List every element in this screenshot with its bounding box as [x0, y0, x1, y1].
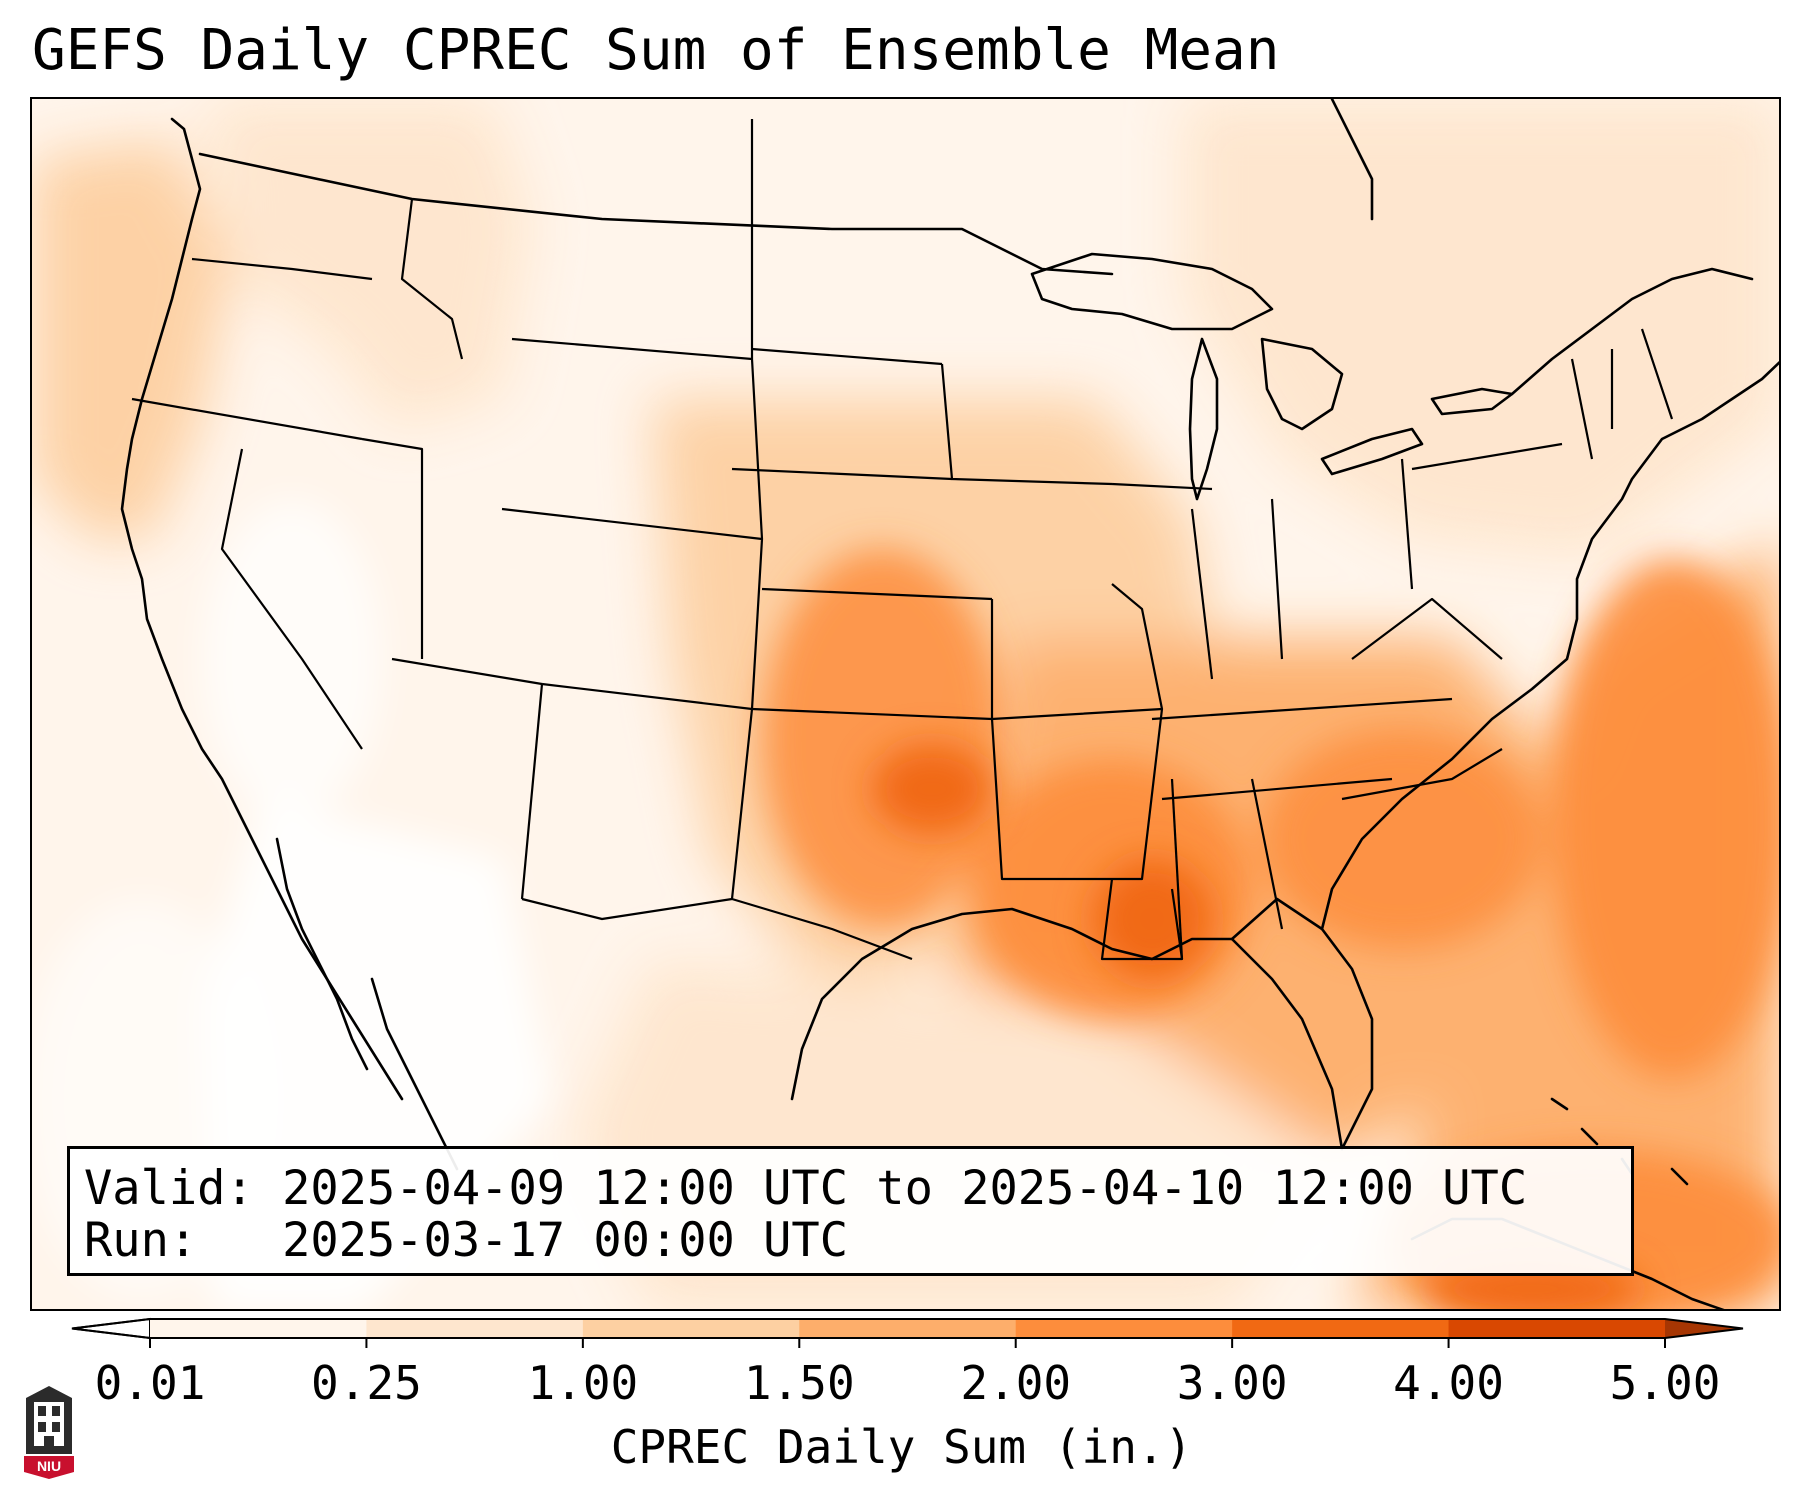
precip-max-mississippi [1092, 859, 1212, 979]
great-lakes-michigan [1188, 337, 1219, 501]
border-la-ms [1100, 878, 1184, 961]
border-mn-ia [940, 363, 1113, 486]
precip-core-atlantic [1552, 559, 1779, 1079]
border-va-wv [1351, 597, 1503, 660]
border-ar [990, 708, 1164, 881]
colorbar-segment [366, 1319, 584, 1338]
border-oh-pa [1400, 458, 1414, 590]
colorbar-ticks [149, 1338, 1666, 1348]
colorbar-under-arrow [71, 1317, 151, 1340]
border-nc-sc [1341, 748, 1503, 801]
university-tower-icon: NIU [24, 1386, 74, 1479]
border-wi-il [1111, 482, 1213, 491]
baja-peninsula [275, 837, 369, 1071]
great-lakes-huron [1260, 337, 1344, 431]
border-sd-ne [731, 467, 953, 481]
colorbar-tick-label: 0.01 [94, 1356, 206, 1410]
colorbar-tick-label: 4.00 [1393, 1356, 1504, 1410]
border-ok-tx [730, 708, 913, 961]
precipitation-map [30, 97, 1781, 1311]
border-wa-or [191, 257, 373, 281]
colorbar-tick-label: 1.00 [527, 1356, 639, 1410]
great-lakes-erie [1320, 427, 1424, 476]
border-il-in [1190, 508, 1214, 680]
border-ne-ks [761, 587, 993, 601]
colorbar-segment [799, 1319, 1017, 1338]
st-lawrence [1510, 267, 1754, 396]
border-ks-ok [751, 707, 993, 721]
colorbar-title: CPREC Daily Sum (in.) [610, 1420, 1193, 1474]
border-id-mt [400, 198, 464, 360]
hudson-bay-edge [1330, 99, 1374, 221]
colorbar-segment [150, 1319, 367, 1338]
border-nd-sd [751, 347, 943, 366]
valid-time-label: Valid: 2025-04-09 12:00 UTC to 2025-04-1… [84, 1161, 1528, 1216]
border-nm-tx [521, 897, 733, 921]
colorbar-tick-label: 2.00 [960, 1356, 1072, 1410]
border-tn-south [1161, 777, 1393, 801]
colorbar [71, 1317, 1744, 1348]
border-in-oh [1270, 498, 1284, 660]
precip-core-plains [762, 549, 1002, 929]
gulf-coast [790, 907, 1344, 1151]
border-co [501, 507, 764, 711]
info-box: Valid: 2025-04-09 12:00 UTC to 2025-04-1… [67, 1146, 1634, 1276]
map-canvas [32, 99, 1779, 1309]
precip-zone-northeast [1182, 99, 1779, 559]
border-pa-ny [1411, 442, 1563, 471]
run-time-label: Run: 2025-03-17 00:00 UTC [84, 1213, 849, 1268]
colorbar-segment [582, 1319, 800, 1338]
state-boundaries [131, 119, 1674, 961]
border-or-ca [131, 397, 363, 441]
border-al-ga [1250, 778, 1284, 930]
precip-zone-pacific [32, 139, 232, 539]
precip-zone-northern-rockies [202, 99, 532, 429]
bahamas [1550, 1097, 1689, 1186]
pacific-coastline [120, 117, 404, 1101]
colorbar-segments [71, 1317, 1744, 1340]
colorbar-tick-label: 1.50 [743, 1356, 855, 1410]
colorbar-segment [1232, 1319, 1450, 1338]
colorbar-segment [1448, 1319, 1666, 1338]
atlantic-coastline [1320, 361, 1779, 931]
logo-text: NIU [37, 1458, 61, 1474]
border-ms-al [1170, 778, 1184, 960]
colorbar-tick-label: 3.00 [1176, 1356, 1288, 1410]
colorbar-tick-label: 5.00 [1609, 1356, 1721, 1410]
great-lakes-ontario [1430, 387, 1514, 416]
border-tn-ky [1151, 697, 1453, 721]
map-title: GEFS Daily CPREC Sum of Ensemble Mean [32, 18, 1280, 83]
colorbar-segment [1015, 1319, 1233, 1338]
colorbar-tick-label: 0.25 [311, 1356, 422, 1410]
great-lakes-superior [1030, 252, 1274, 331]
border-ca-nv [220, 448, 363, 750]
border-nv-ut [361, 437, 424, 659]
colorbar-over-arrow [1665, 1319, 1743, 1338]
precip-max-oklahoma [872, 744, 992, 834]
border-ut-az [391, 657, 543, 686]
dry-zone-nevada [202, 499, 382, 819]
gulf-of-california-coast [370, 977, 459, 1171]
border-new-england [1570, 328, 1674, 460]
border-az-nm [520, 683, 544, 900]
